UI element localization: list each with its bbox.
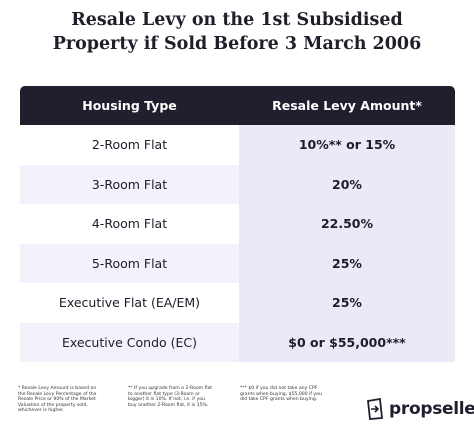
column-header: Resale Levy Amount* bbox=[239, 86, 455, 125]
table-row: Executive Flat (EA/EM) 25% bbox=[20, 283, 455, 323]
levy-cell: 20% bbox=[239, 164, 455, 204]
table-row: 5-Room Flat 25% bbox=[20, 243, 455, 283]
logo-icon bbox=[367, 398, 383, 420]
table-row: 3-Room Flat 20% bbox=[20, 164, 455, 204]
footnote: *** $0 if you did not take any CPF grant… bbox=[240, 386, 322, 403]
footnote: ** If you upgrade from a 2-Room flat to … bbox=[128, 386, 213, 408]
title: Resale Levy on the 1st Subsidised Proper… bbox=[0, 8, 474, 56]
type-cell: 4-Room Flat bbox=[20, 204, 239, 244]
levy-cell: 25% bbox=[239, 243, 455, 283]
levy-cell: 10%** or 15% bbox=[239, 125, 455, 165]
logo: propseller bbox=[366, 398, 474, 420]
levy-cell: $0 or $55,000*** bbox=[239, 322, 455, 362]
levy-cell: 25% bbox=[239, 283, 455, 323]
table-row: Executive Condo (EC) $0 or $55,000*** bbox=[20, 322, 455, 362]
table-row: 4-Room Flat 22.50% bbox=[20, 204, 455, 244]
type-cell: Executive Condo (EC) bbox=[20, 322, 239, 362]
levy-cell: 22.50% bbox=[239, 204, 455, 244]
footnote: * Resale Levy Amount is based on the Res… bbox=[18, 386, 97, 414]
type-cell: 5-Room Flat bbox=[20, 243, 239, 283]
levy-table: Housing Type Resale Levy Amount* 2-Room … bbox=[20, 86, 455, 362]
column-header: Housing Type bbox=[20, 86, 239, 125]
title-line: Property if Sold Before 3 March 2006 bbox=[52, 34, 422, 54]
title-line: Resale Levy on the 1st Subsidised bbox=[71, 10, 403, 30]
type-cell: Executive Flat (EA/EM) bbox=[20, 283, 239, 323]
header-row: Housing Type Resale Levy Amount* bbox=[20, 86, 455, 125]
type-cell: 2-Room Flat bbox=[20, 125, 239, 165]
logo-text: propseller bbox=[389, 399, 474, 419]
table-row: 2-Room Flat 10%** or 15% bbox=[20, 125, 455, 165]
type-cell: 3-Room Flat bbox=[20, 164, 239, 204]
